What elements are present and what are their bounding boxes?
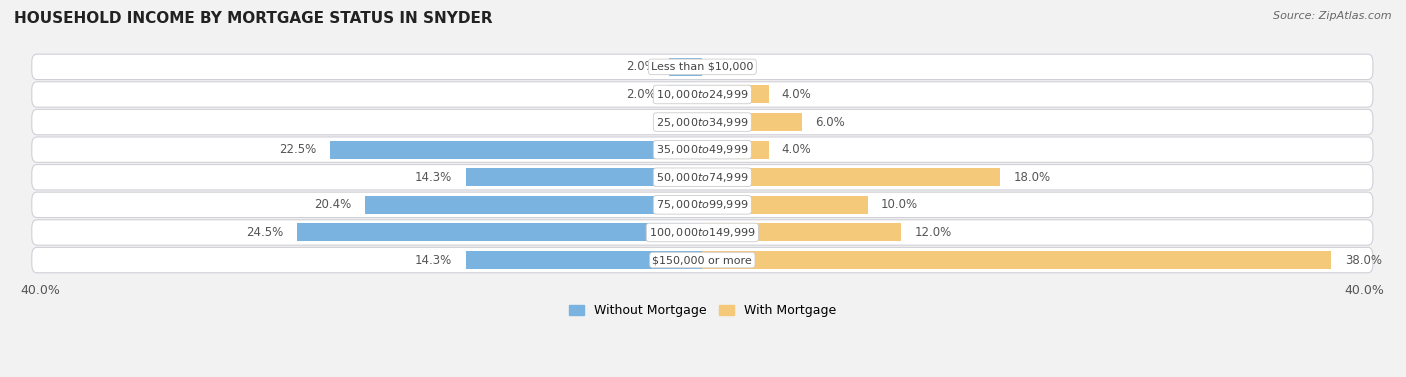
FancyBboxPatch shape <box>32 109 1372 135</box>
Text: 12.0%: 12.0% <box>914 226 952 239</box>
Bar <box>703 224 901 241</box>
Text: $150,000 or more: $150,000 or more <box>652 255 752 265</box>
Text: 4.0%: 4.0% <box>782 143 811 156</box>
Bar <box>669 86 703 103</box>
FancyBboxPatch shape <box>32 165 1372 190</box>
Bar <box>703 168 1000 186</box>
Text: 14.3%: 14.3% <box>415 254 453 267</box>
Text: $75,000 to $99,999: $75,000 to $99,999 <box>657 198 748 211</box>
Text: 18.0%: 18.0% <box>1014 171 1050 184</box>
Text: 38.0%: 38.0% <box>1344 254 1382 267</box>
Text: Source: ZipAtlas.com: Source: ZipAtlas.com <box>1274 11 1392 21</box>
Text: 0.0%: 0.0% <box>716 60 745 74</box>
FancyBboxPatch shape <box>32 192 1372 218</box>
Text: Less than $10,000: Less than $10,000 <box>651 62 754 72</box>
Bar <box>364 196 703 214</box>
Legend: Without Mortgage, With Mortgage: Without Mortgage, With Mortgage <box>564 299 841 322</box>
Bar <box>703 86 769 103</box>
Text: $25,000 to $34,999: $25,000 to $34,999 <box>657 116 748 129</box>
Text: 6.0%: 6.0% <box>815 116 845 129</box>
FancyBboxPatch shape <box>32 247 1372 273</box>
Text: 24.5%: 24.5% <box>246 226 284 239</box>
Bar <box>330 141 703 159</box>
Text: 2.0%: 2.0% <box>626 88 657 101</box>
Text: $50,000 to $74,999: $50,000 to $74,999 <box>657 171 748 184</box>
Bar <box>703 196 868 214</box>
Text: 22.5%: 22.5% <box>280 143 316 156</box>
Text: HOUSEHOLD INCOME BY MORTGAGE STATUS IN SNYDER: HOUSEHOLD INCOME BY MORTGAGE STATUS IN S… <box>14 11 492 26</box>
Text: 14.3%: 14.3% <box>415 171 453 184</box>
Text: 2.0%: 2.0% <box>626 60 657 74</box>
Text: 20.4%: 20.4% <box>314 198 352 211</box>
FancyBboxPatch shape <box>32 82 1372 107</box>
Bar <box>297 224 703 241</box>
Text: $10,000 to $24,999: $10,000 to $24,999 <box>657 88 748 101</box>
Text: $100,000 to $149,999: $100,000 to $149,999 <box>650 226 755 239</box>
Bar <box>669 58 703 76</box>
Bar <box>703 141 769 159</box>
Text: 4.0%: 4.0% <box>782 88 811 101</box>
Text: 0.0%: 0.0% <box>659 116 689 129</box>
FancyBboxPatch shape <box>32 137 1372 162</box>
Text: $35,000 to $49,999: $35,000 to $49,999 <box>657 143 748 156</box>
Bar <box>465 168 703 186</box>
Bar <box>465 251 703 269</box>
Text: 10.0%: 10.0% <box>882 198 918 211</box>
Bar <box>703 113 801 131</box>
FancyBboxPatch shape <box>32 54 1372 80</box>
Bar <box>703 251 1331 269</box>
FancyBboxPatch shape <box>32 220 1372 245</box>
